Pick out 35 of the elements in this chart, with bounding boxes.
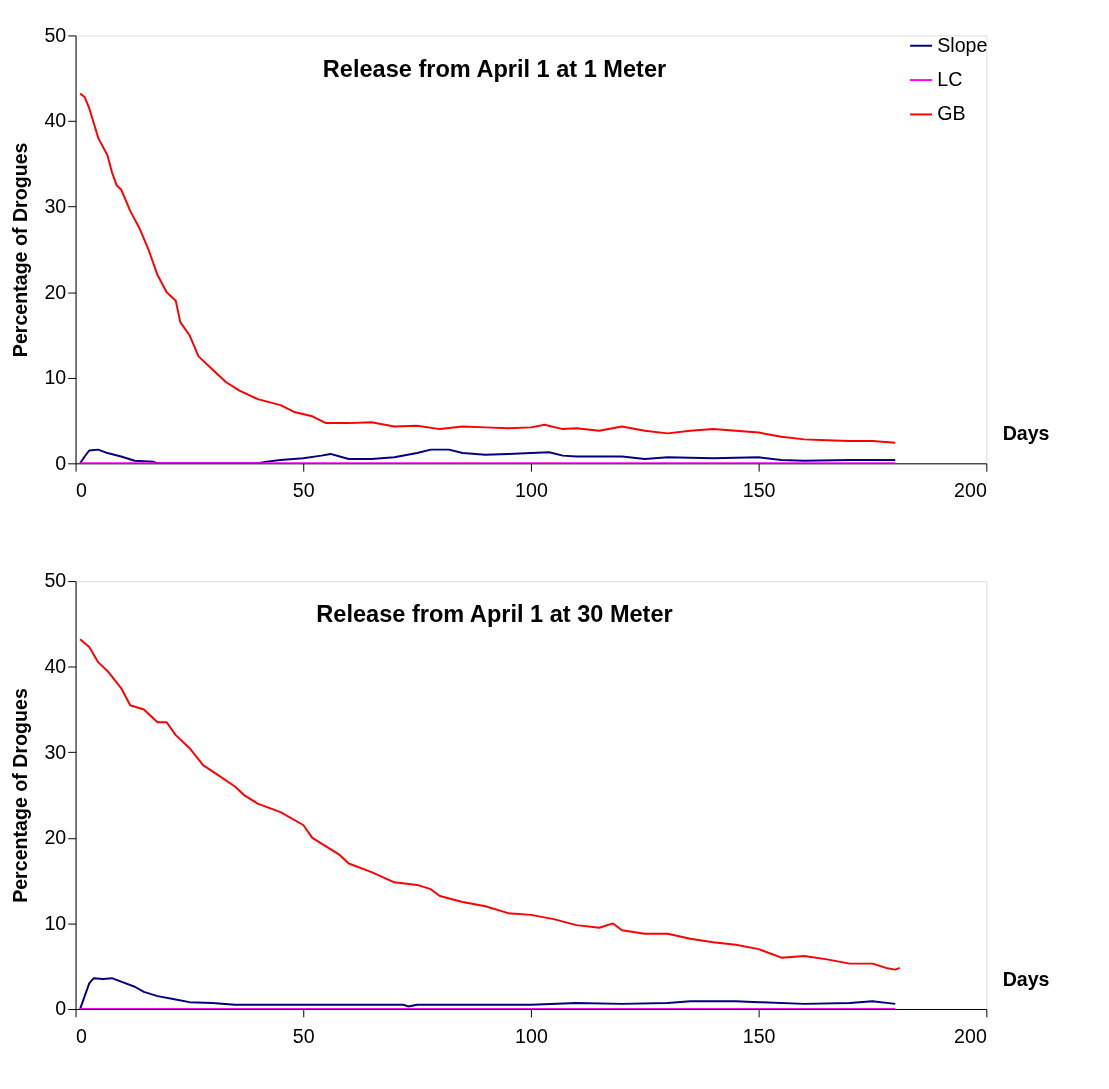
y-tick-label: 50 <box>44 23 67 46</box>
x-tick-label: 150 <box>742 1024 776 1047</box>
y-tick-label: 50 <box>44 569 67 592</box>
y-tick-label: 20 <box>44 826 67 849</box>
y-axis-title: Percentage of Drogues <box>8 688 31 903</box>
x-tick-label: 150 <box>742 479 776 502</box>
x-tick-label: 50 <box>292 1024 315 1047</box>
x-tick-label: 200 <box>954 479 987 502</box>
y-tick-label: 10 <box>44 366 67 389</box>
y-tick-label: 0 <box>55 997 67 1020</box>
legend-label: Slope <box>937 33 988 56</box>
x-tick-label: 200 <box>954 1024 987 1047</box>
text: Release from April 1 at 30 Meter <box>316 601 673 628</box>
y-axis-title: Percentage of Drogues <box>8 142 31 358</box>
x-tick-label: 100 <box>515 1024 548 1047</box>
line-series <box>79 448 897 464</box>
line-series <box>79 638 901 971</box>
legend-label: GB <box>937 102 966 125</box>
y-tick-label: 30 <box>44 740 67 763</box>
y-tick-label: 40 <box>44 109 67 132</box>
x-tick-label: 0 <box>76 1024 88 1047</box>
y-tick-label: 20 <box>44 280 67 303</box>
line-series <box>79 92 897 444</box>
text: Release from April 1 at 1 Meter <box>322 55 667 82</box>
y-tick-label: 30 <box>44 194 67 217</box>
x-tick-label: 50 <box>292 479 315 502</box>
y-tick-label: 0 <box>55 451 67 474</box>
x-tick-label: 0 <box>76 479 88 502</box>
x-axis-title: Days <box>1002 422 1050 445</box>
y-tick-label: 10 <box>44 911 67 934</box>
line-series <box>79 977 897 1009</box>
x-tick-label: 100 <box>515 479 548 502</box>
y-tick-label: 40 <box>44 655 67 678</box>
x-axis-title: Days <box>1002 967 1050 990</box>
legend-label: LC <box>937 67 963 90</box>
